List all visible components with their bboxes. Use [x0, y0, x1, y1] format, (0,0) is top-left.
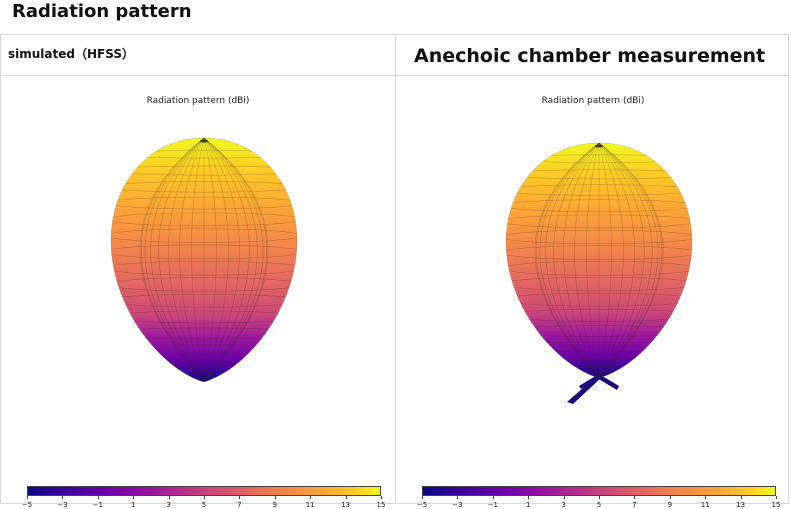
lobe-mesh	[506, 143, 692, 378]
radiation-lobe-simulated	[110, 137, 298, 383]
colorbar-tickmark	[776, 496, 777, 499]
colorbar-tick-label: 3	[561, 501, 566, 509]
colorbar-simulated	[27, 486, 381, 496]
colorbar-tick-label: 11	[305, 501, 315, 509]
radiation-lobe-measurement	[505, 142, 693, 404]
colorbar-tickmark	[62, 496, 64, 499]
colorbar-tick-label: 15	[376, 501, 386, 509]
colorbar-tick-label: 13	[341, 501, 351, 509]
colorbar-tick-label: 9	[272, 501, 278, 509]
colorbar-tickmark	[204, 496, 205, 499]
lobe-mesh	[111, 138, 297, 382]
colorbar-tick-label: 1	[525, 501, 531, 509]
back-lobes	[567, 374, 619, 404]
colorbar-tick-label: 7	[632, 501, 637, 509]
colorbar-tickmark	[274, 496, 276, 499]
colorbar-tickmark	[705, 496, 707, 499]
colorbar-tickmark	[310, 496, 312, 499]
colorbar-tick-label: 5	[596, 501, 602, 509]
colorbar-tick-label: −3	[57, 501, 68, 509]
colorbar-tick-label: −3	[452, 501, 463, 509]
colorbar-tickmark	[528, 496, 530, 499]
plot-title-simulated: Radiation pattern (dBi)	[146, 96, 250, 106]
colorbar-tickmark	[381, 496, 382, 499]
colorbar-tick-label: −1	[487, 501, 498, 509]
column-divider	[395, 35, 396, 503]
colorbar-tick-label: 11	[700, 501, 710, 509]
comparison-table: simulated（HFSS） Anechoic chamber measure…	[0, 34, 790, 509]
colorbar-tick-label: 3	[166, 501, 171, 509]
measurement-panel: Radiation pattern (dBi) −5 −3 −1 1 3 5 7 9 11 13 1…	[396, 76, 790, 509]
colorbar-tickmark	[740, 496, 742, 499]
colorbar-tick-label: −5	[416, 501, 428, 509]
colorbar-tick-label: 1	[130, 501, 136, 509]
colorbar-tick-label: −1	[92, 501, 103, 509]
colorbar-tick-label: 9	[667, 501, 673, 509]
simulated-panel: Radiation pattern (dBi) −5 −3 −1 1 3 5 7 9 11 13 1…	[1, 76, 395, 509]
colorbar-tickmark	[168, 496, 170, 499]
colorbar-tick-label: 13	[736, 501, 746, 509]
colorbar-tickmark	[97, 496, 99, 499]
colorbar-tickmark	[133, 496, 135, 499]
colorbar-tickmark	[422, 496, 423, 499]
header-simulated: simulated（HFSS）	[8, 47, 134, 61]
colorbar-tickmark	[345, 496, 347, 499]
colorbar-tickmark	[669, 496, 671, 499]
colorbar-measurement	[422, 486, 776, 496]
colorbar-tick-label: −5	[21, 501, 33, 509]
colorbar-tickmark	[27, 496, 28, 499]
colorbar-tick-label: 15	[771, 501, 781, 509]
header-measurement: Anechoic chamber measurement	[414, 45, 766, 67]
colorbar-tickmark	[563, 496, 565, 499]
colorbar-tickmark	[634, 496, 636, 499]
page-title: Radiation pattern	[12, 1, 192, 22]
colorbar-tick-label: 7	[237, 501, 242, 509]
plot-title-measurement: Radiation pattern (dBi)	[541, 96, 645, 106]
colorbar-tick-label: 5	[201, 501, 207, 509]
colorbar-tickmark	[457, 496, 459, 499]
colorbar-tickmark	[239, 496, 241, 499]
colorbar-tickmark	[492, 496, 494, 499]
colorbar-tickmark	[599, 496, 600, 499]
table-header-row: simulated（HFSS） Anechoic chamber measure…	[1, 35, 788, 76]
